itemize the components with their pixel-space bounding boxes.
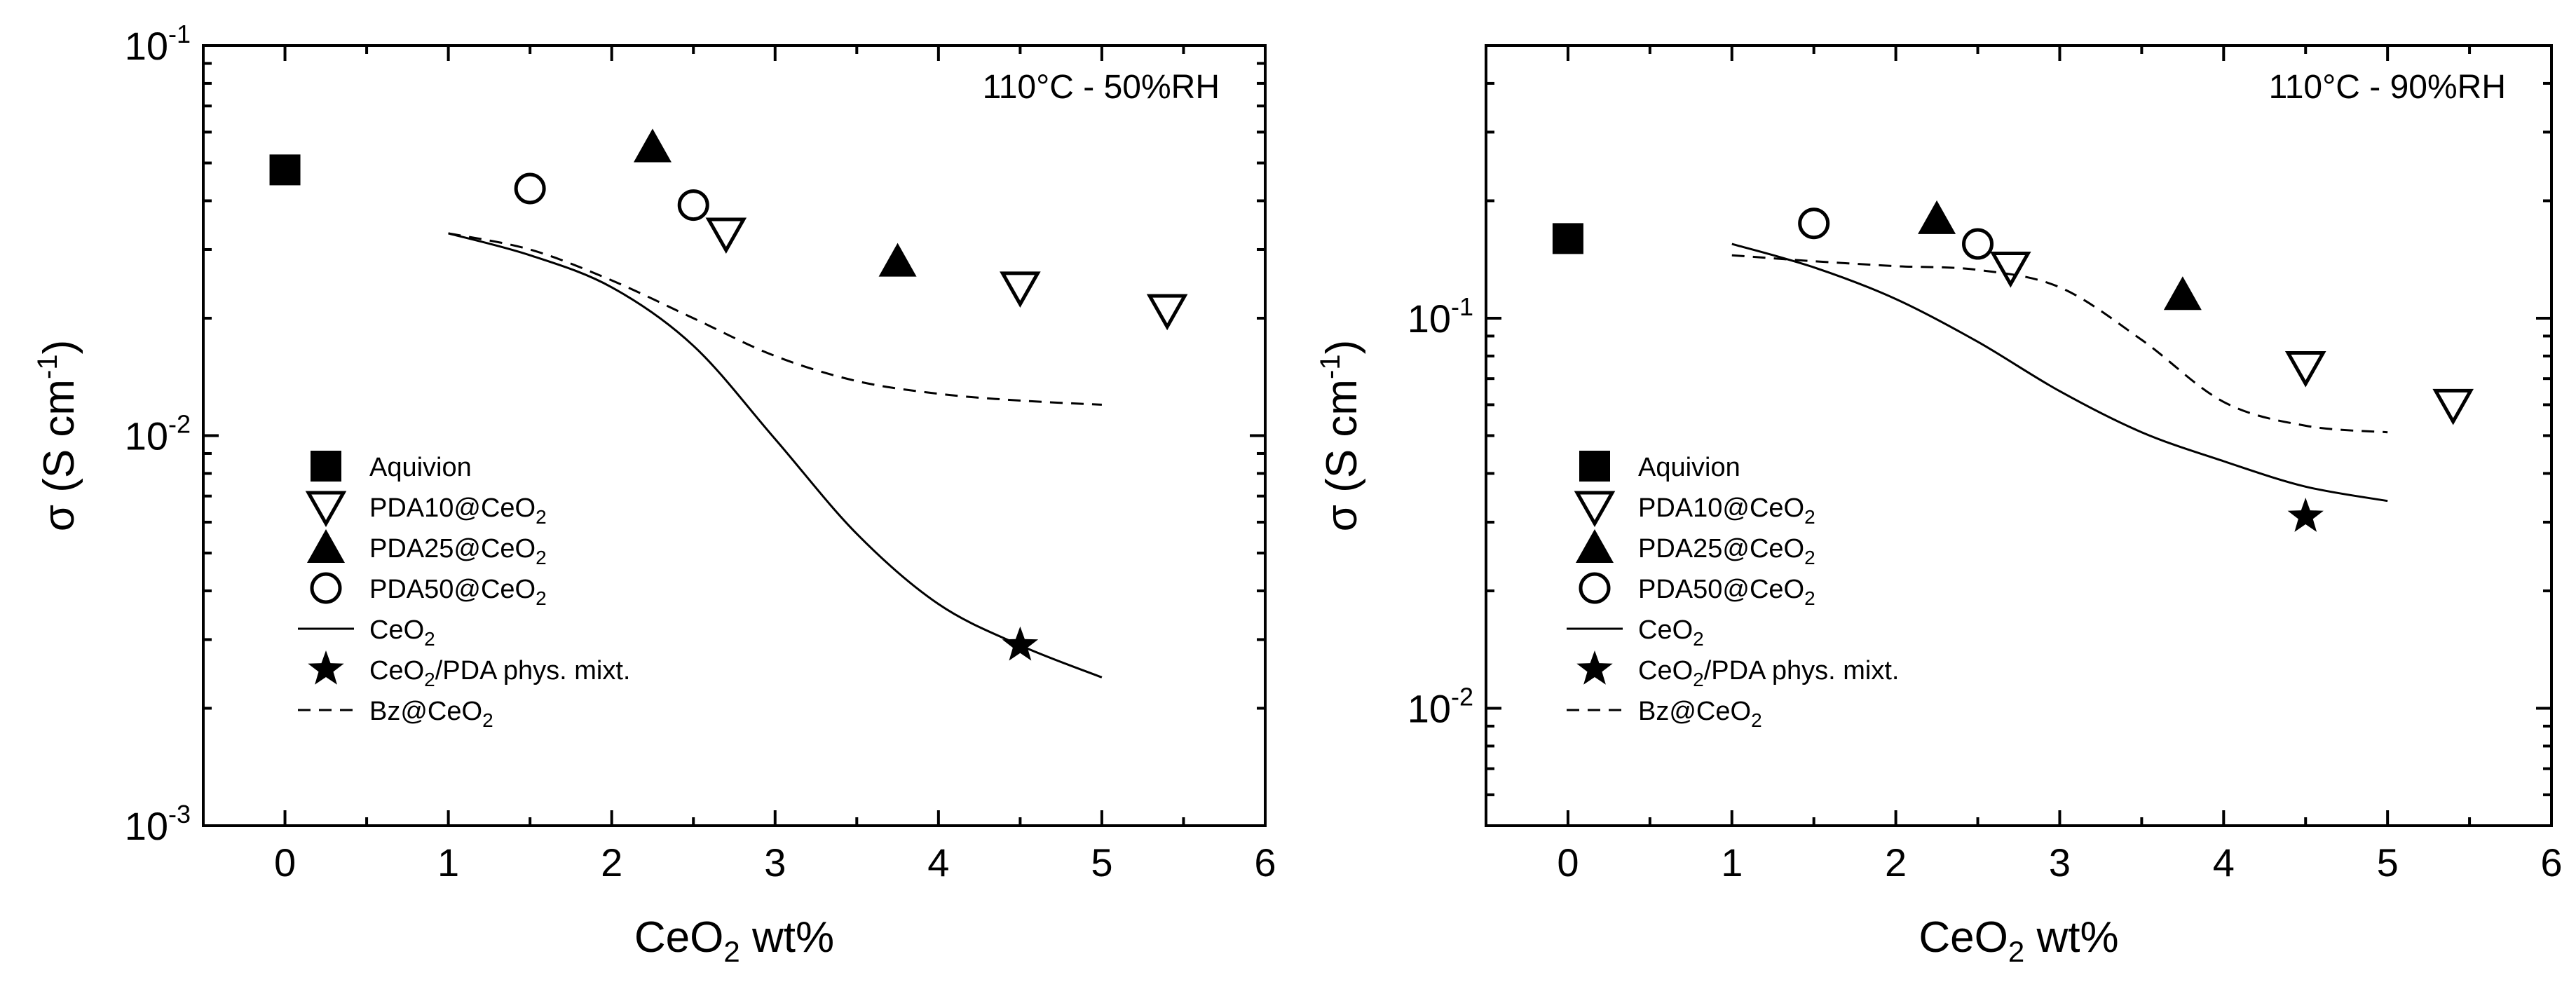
condition-annotation: 110°C - 50%RH bbox=[983, 69, 1220, 106]
legend-label-pda25-ceo2: PDA25@CeO2 bbox=[369, 534, 547, 568]
data-point-pda10-ceo2 bbox=[1990, 251, 2031, 288]
series-line-bz-ceo2 bbox=[1731, 254, 2388, 434]
data-point-pda50-ceo2 bbox=[1962, 228, 1994, 260]
legend-label-ceo2-pda-phys-mixt: CeO2/PDA phys. mixt. bbox=[1638, 656, 1899, 690]
data-point-pda25-ceo2 bbox=[1918, 200, 1956, 234]
x-axis-label: CeO2 wt% bbox=[634, 913, 834, 968]
legend-swatch-pda50-ceo2 bbox=[1579, 572, 1611, 604]
legend-label-pda10-ceo2: PDA10@CeO2 bbox=[369, 493, 547, 528]
legend-swatch-ceo2-pda-phys-mixt bbox=[308, 650, 344, 685]
legend-label-pda25-ceo2: PDA25@CeO2 bbox=[1638, 534, 1815, 568]
x-tick-label: 0 bbox=[1557, 840, 1579, 885]
y-axis-label: σ (S cm-1) bbox=[32, 340, 83, 532]
legend-swatch-pda25-ceo2 bbox=[1576, 529, 1614, 563]
x-tick-label: 3 bbox=[764, 840, 786, 885]
data-point-pda10-ceo2 bbox=[1000, 271, 1041, 308]
legend-label-ceo2: CeO2 bbox=[1638, 615, 1704, 650]
data-point-pda50-ceo2 bbox=[1798, 207, 1830, 240]
x-tick-label: 5 bbox=[1091, 840, 1112, 885]
legend-label-pda50-ceo2: PDA50@CeO2 bbox=[369, 575, 547, 609]
x-tick-label: 1 bbox=[437, 840, 459, 885]
x-tick-label: 5 bbox=[2377, 840, 2399, 885]
x-axis-label: CeO2 wt% bbox=[1919, 913, 2118, 968]
legend-label-ceo2: CeO2 bbox=[369, 615, 435, 650]
y-tick-label: 10-2 bbox=[1408, 682, 1473, 730]
x-tick-label: 3 bbox=[2049, 840, 2071, 885]
x-tick-label: 6 bbox=[2540, 840, 2562, 885]
x-tick-label: 6 bbox=[1254, 840, 1276, 885]
plot-frame bbox=[202, 44, 1267, 827]
legend: Aquivion PDA10@CeO2 PDA25@CeO2 PDA50@CeO2 Ce… bbox=[1567, 451, 1899, 731]
legend-swatch-pda10-ceo2 bbox=[305, 491, 347, 528]
y-tick-label: 10-1 bbox=[125, 20, 191, 68]
series-line-ceo2 bbox=[448, 232, 1103, 678]
data-point-aquivion bbox=[1552, 223, 1583, 254]
condition-annotation: 110°C - 90%RH bbox=[2269, 69, 2506, 106]
legend-swatch-pda10-ceo2 bbox=[1574, 491, 1616, 528]
data-point-pda10-ceo2 bbox=[1146, 294, 1188, 331]
data-point-pda10-ceo2 bbox=[2284, 351, 2326, 388]
chart-panel-50rh: 0 1 2 3 4 5 6 10-3 10-2 10-1 CeO2 wt% σ (S cm-1) 110… bbox=[32, 20, 1276, 968]
data-point-pda50-ceo2 bbox=[677, 189, 709, 221]
data-point-pda50-ceo2 bbox=[514, 172, 546, 205]
data-point-ceo2-pda-phys-mixt bbox=[2287, 498, 2324, 532]
x-tick-label: 1 bbox=[1721, 840, 1743, 885]
legend-label-bz-ceo2: Bz@CeO2 bbox=[1638, 697, 1762, 731]
y-tick-label: 10-1 bbox=[1408, 292, 1473, 341]
legend-swatch-ceo2-pda-phys-mixt bbox=[1576, 650, 1613, 685]
legend-label-aquivion: Aquivion bbox=[369, 453, 472, 482]
legend-swatch-aquivion bbox=[311, 451, 341, 482]
series-line-ceo2 bbox=[1731, 243, 2388, 503]
x-tick-label: 0 bbox=[274, 840, 296, 885]
legend-label-bz-ceo2: Bz@CeO2 bbox=[369, 697, 493, 731]
series-line-bz-ceo2 bbox=[448, 232, 1102, 406]
x-tick-label: 2 bbox=[1885, 840, 1907, 885]
chart-panel-90rh: 0 1 2 3 4 5 6 10-2 10-1 CeO2 wt% σ (S cm-1) 110°C -… bbox=[1315, 44, 2563, 968]
data-point-pda25-ceo2 bbox=[2163, 276, 2202, 311]
legend-swatch-pda25-ceo2 bbox=[307, 529, 345, 563]
legend-label-aquivion: Aquivion bbox=[1638, 453, 1740, 482]
legend-label-pda50-ceo2: PDA50@CeO2 bbox=[1638, 575, 1815, 609]
data-point-pda25-ceo2 bbox=[633, 128, 672, 163]
x-tick-label: 4 bbox=[2213, 840, 2235, 885]
data-point-ceo2-pda-phys-mixt bbox=[1002, 626, 1039, 661]
legend: Aquivion PDA10@CeO2 PDA25@CeO2 PDA50@CeO2 Ce… bbox=[298, 451, 630, 731]
y-axis-label: σ (S cm-1) bbox=[1315, 340, 1366, 532]
y-tick-label: 10-2 bbox=[125, 410, 191, 458]
x-tick-label: 2 bbox=[601, 840, 622, 885]
data-point-aquivion bbox=[269, 154, 301, 186]
data-point-pda10-ceo2 bbox=[705, 217, 747, 254]
legend-label-pda10-ceo2: PDA10@CeO2 bbox=[1638, 493, 1815, 528]
legend-swatch-pda50-ceo2 bbox=[310, 572, 342, 604]
data-point-pda10-ceo2 bbox=[2432, 388, 2474, 425]
x-tick-label: 4 bbox=[927, 840, 949, 885]
legend-swatch-aquivion bbox=[1579, 451, 1610, 482]
data-point-pda25-ceo2 bbox=[878, 243, 917, 277]
legend-label-ceo2-pda-phys-mixt: CeO2/PDA phys. mixt. bbox=[369, 656, 630, 690]
y-tick-label: 10-3 bbox=[125, 800, 191, 848]
